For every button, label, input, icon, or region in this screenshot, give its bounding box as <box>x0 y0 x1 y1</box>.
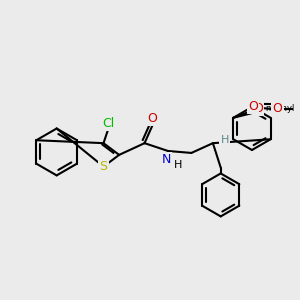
Text: H: H <box>174 160 182 170</box>
Text: Cl: Cl <box>102 117 115 130</box>
Text: O: O <box>272 103 282 116</box>
Text: H: H <box>220 135 229 145</box>
Text: methyl: methyl <box>266 103 295 112</box>
Text: O: O <box>248 100 258 112</box>
Text: S: S <box>100 160 107 173</box>
Text: N: N <box>161 153 171 166</box>
Text: O: O <box>253 101 263 115</box>
Text: O: O <box>147 112 157 125</box>
